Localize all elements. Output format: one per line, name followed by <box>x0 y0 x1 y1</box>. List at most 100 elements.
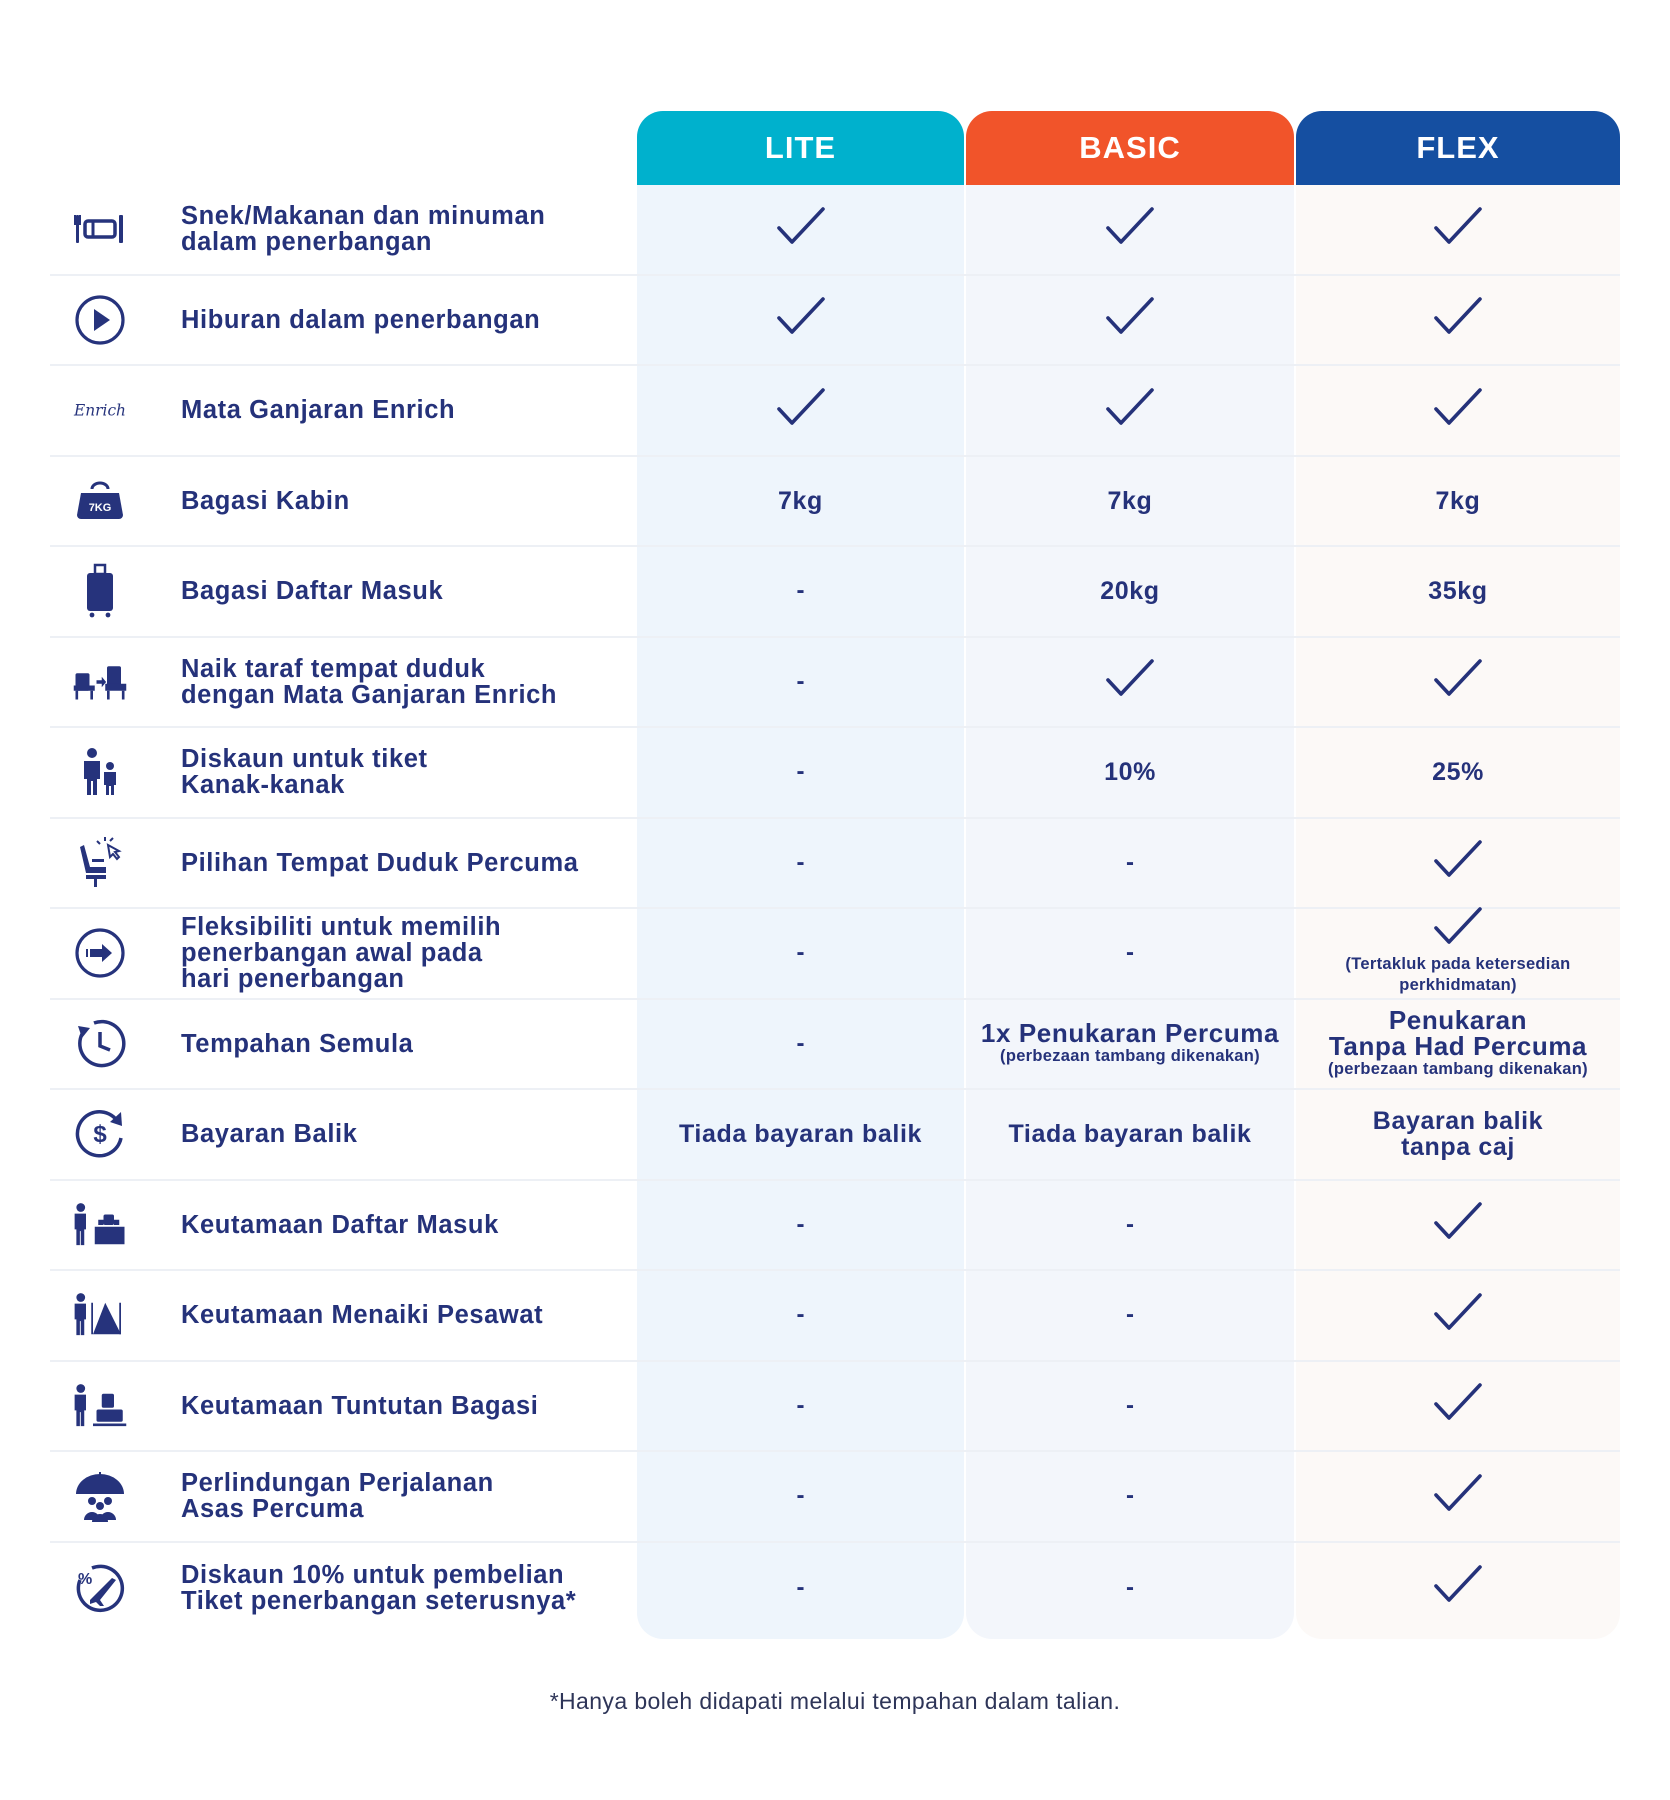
cell-basic: - <box>966 909 1294 998</box>
cell-value: 10% <box>1104 758 1156 787</box>
cell-value: 25% <box>1432 758 1484 787</box>
cell-value: 7kg <box>1107 486 1153 515</box>
cell-value: 7kg <box>778 486 823 515</box>
cell-basic: 20kg <box>966 547 1294 636</box>
cell-flex <box>1296 185 1620 274</box>
comparison-table: Snek/Makanan dan minuman dalam penerbang… <box>50 185 1620 1633</box>
feature-label: Hiburan dalam penerbangan <box>181 305 541 334</box>
cell-flex <box>1296 1181 1620 1270</box>
cell-flex: (Tertakluk pada ketersedian perkhidmatan… <box>1296 906 1620 998</box>
feature-label: Diskaun untuk tiket Kanak-kanak <box>181 745 428 800</box>
check-icon <box>1104 205 1156 254</box>
cell-value: Bayaran balik tanpa caj <box>1372 1107 1544 1162</box>
table-row: Keutamaan Tuntutan Bagasi - - <box>50 1362 1620 1452</box>
cell-value: 7kg <box>1435 486 1481 515</box>
cell-basic: - <box>966 1271 1294 1360</box>
cell-basic: 1x Penukaran Percuma (perbezaan tambang d… <box>966 1000 1294 1089</box>
cell-lite: - <box>637 728 964 817</box>
not-included-dash: - <box>796 1301 805 1329</box>
cell-lite <box>637 185 964 274</box>
svg-text:$: $ <box>93 1121 107 1148</box>
table-row: 7KG Bagasi Kabin 7kg 7kg 7kg <box>50 457 1620 547</box>
cell-basic: - <box>966 1362 1294 1451</box>
cell-lite: - <box>637 909 964 998</box>
cell-note: (perbezaan tambang dikenakan) <box>1000 1047 1260 1066</box>
cell-lite: 7kg <box>637 457 964 546</box>
cell-lite: - <box>637 1543 964 1634</box>
priority-baggage-icon <box>70 1378 130 1434</box>
meal-icon <box>70 201 130 257</box>
not-included-dash: - <box>1126 1301 1134 1329</box>
cell-flex <box>1296 638 1620 727</box>
feature-label: Snek/Makanan dan minuman dalam penerbang… <box>181 202 546 257</box>
cell-value: Tiada bayaran balik <box>679 1120 922 1149</box>
cell-basic: 7kg <box>966 457 1294 546</box>
cell-value: 20kg <box>1100 577 1160 606</box>
table-row: $ Bayaran Balik Tiada bayaran balik Tiada b… <box>50 1090 1620 1181</box>
table-row: Pilihan Tempat Duduk Percuma - - <box>50 819 1620 909</box>
cell-value: 35kg <box>1428 577 1488 606</box>
check-icon <box>1432 838 1484 887</box>
cell-flex: 25% <box>1296 728 1620 817</box>
check-icon <box>1432 1291 1484 1340</box>
check-icon <box>1432 295 1484 344</box>
table-row: Diskaun untuk tiket Kanak-kanak - 10% 25% <box>50 728 1620 819</box>
seat-upgrade-icon <box>70 654 130 710</box>
cell-lite: - <box>637 1452 964 1541</box>
table-row: Keutamaan Daftar Masuk - - <box>50 1181 1620 1271</box>
cell-flex: 7kg <box>1296 457 1620 546</box>
check-icon <box>1104 295 1156 344</box>
check-icon <box>1432 657 1484 706</box>
check-icon <box>775 386 827 435</box>
feature-label: Pilihan Tempat Duduk Percuma <box>181 848 579 877</box>
cell-basic <box>966 276 1294 365</box>
not-included-dash: - <box>1126 1482 1134 1510</box>
table-row: Enrich Mata Ganjaran Enrich <box>50 366 1620 457</box>
cell-flex <box>1296 1362 1620 1451</box>
not-included-dash: - <box>796 1482 805 1510</box>
feature-label: Diskaun 10% untuk pembelian Tiket penerb… <box>181 1560 577 1615</box>
cell-flex: Bayaran balik tanpa caj <box>1296 1090 1620 1179</box>
check-icon <box>1432 386 1484 435</box>
cell-basic: 10% <box>966 728 1294 817</box>
not-included-dash: - <box>796 848 805 876</box>
feature-label: Naik taraf tempat duduk dengan Mata Ganj… <box>181 654 558 709</box>
not-included-dash: - <box>1126 1573 1134 1601</box>
check-icon <box>1432 905 1484 954</box>
not-included-dash: - <box>1126 1391 1134 1419</box>
table-row: Snek/Makanan dan minuman dalam penerbang… <box>50 185 1620 276</box>
feature-label: Perlindungan Perjalanan Asas Percuma <box>181 1469 494 1524</box>
refund-icon: $ <box>70 1106 130 1162</box>
discount-flight-icon: % <box>70 1560 130 1616</box>
feature-label: Bagasi Daftar Masuk <box>181 577 444 606</box>
cell-lite: - <box>637 1362 964 1451</box>
cell-lite: - <box>637 819 964 908</box>
cell-basic: - <box>966 1452 1294 1541</box>
cell-flex: 35kg <box>1296 547 1620 636</box>
not-included-dash: - <box>796 1573 805 1601</box>
not-included-dash: - <box>796 1029 805 1057</box>
footnote: *Hanya boleh didapati melalui tempahan d… <box>549 1688 1121 1714</box>
not-included-dash: - <box>796 758 805 786</box>
cell-note: (Tertakluk pada ketersedian perkhidmatan… <box>1345 954 1571 994</box>
feature-label: Keutamaan Tuntutan Bagasi <box>181 1391 539 1420</box>
cell-value: Tiada bayaran balik <box>1008 1120 1252 1149</box>
cell-note: (perbezaan tambang dikenakan) <box>1328 1060 1588 1079</box>
table-row: % Diskaun 10% untuk pembelian Tiket pener… <box>50 1543 1620 1634</box>
check-icon <box>1432 1381 1484 1430</box>
table-row: Bagasi Daftar Masuk - 20kg 35kg <box>50 547 1620 638</box>
cell-value: Penukaran Tanpa Had Percuma <box>1328 1005 1588 1062</box>
not-included-dash: - <box>796 939 805 967</box>
feature-label: Fleksibiliti untuk memilih penerbangan a… <box>181 913 502 994</box>
cell-flex <box>1296 366 1620 455</box>
seat-select-icon <box>70 835 130 891</box>
check-icon <box>1432 205 1484 254</box>
cabin-bag-icon: 7KG <box>70 473 130 529</box>
rebook-clock-icon <box>70 1016 130 1072</box>
cell-flex <box>1296 1543 1620 1634</box>
early-flight-icon <box>70 925 130 981</box>
check-icon <box>1432 1563 1484 1612</box>
cell-basic: - <box>966 1181 1294 1270</box>
feature-label: Bagasi Kabin <box>181 486 350 515</box>
cell-lite: - <box>637 1271 964 1360</box>
